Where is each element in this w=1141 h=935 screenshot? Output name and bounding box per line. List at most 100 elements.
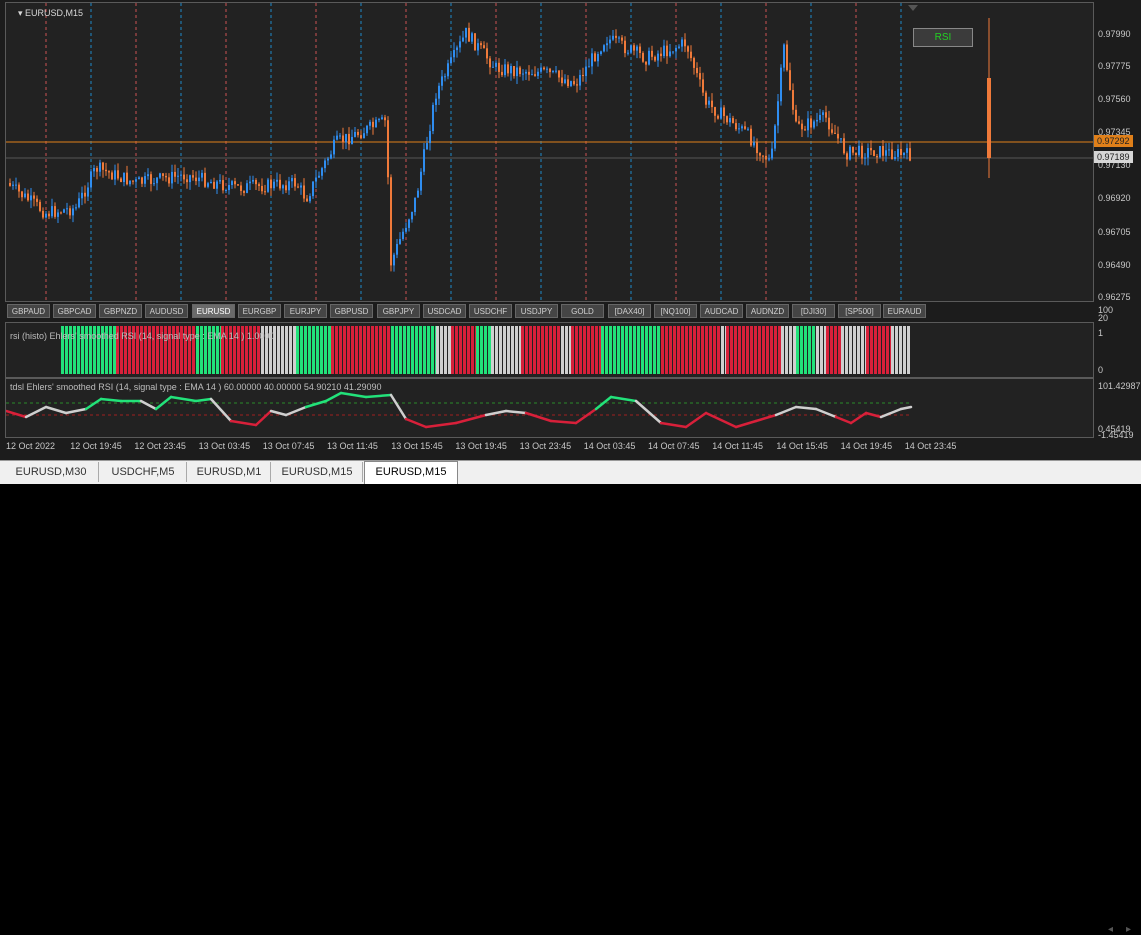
candle-body xyxy=(387,120,389,178)
histogram-bar xyxy=(605,326,608,374)
symbol-button[interactable]: EURGBP xyxy=(238,304,281,318)
candle-body xyxy=(189,175,191,183)
histogram-bar xyxy=(339,326,342,374)
price-chart[interactable] xyxy=(6,3,1093,301)
symbol-button[interactable]: [SP500] xyxy=(838,304,881,318)
price-axis-label: 0.97990 xyxy=(1098,29,1131,39)
candle-body xyxy=(615,35,617,38)
candle-body xyxy=(27,193,29,201)
histogram-bar xyxy=(261,326,264,374)
symbol-button[interactable]: [DJI30] xyxy=(792,304,835,318)
rsi-line-segment xyxy=(84,397,103,411)
histogram-bar xyxy=(109,326,112,374)
candle-body xyxy=(129,180,131,185)
rsi-button[interactable]: RSI xyxy=(913,28,973,47)
candle-body xyxy=(24,193,26,198)
candle-body xyxy=(390,177,392,266)
rsi-line-segment xyxy=(754,413,778,423)
symbol-button[interactable]: USDCAD xyxy=(423,304,466,318)
candle-body xyxy=(708,100,710,105)
symbol-button[interactable]: USDJPY xyxy=(515,304,558,318)
candle-body xyxy=(642,52,644,62)
histogram-bar xyxy=(853,326,856,374)
tab-scroll-right-icon[interactable]: ▸ xyxy=(1126,924,1132,935)
symbol-button[interactable]: GBPJPY xyxy=(377,304,420,318)
candle-body xyxy=(453,50,455,58)
price-axis-label: 0.96705 xyxy=(1098,227,1131,237)
histogram-bar xyxy=(685,326,688,374)
candle-body xyxy=(864,157,866,159)
histogram-bar xyxy=(491,326,494,374)
candle-body xyxy=(291,178,293,182)
histogram-bar xyxy=(800,326,803,374)
candle-body xyxy=(471,33,473,42)
rsi-histogram-pane[interactable]: rsi (histo) Ehlers' smoothed RSI (14, si… xyxy=(5,322,1094,378)
candle-body xyxy=(411,211,413,220)
symbol-button[interactable]: [DAX40] xyxy=(608,304,651,318)
symbol-button[interactable]: USDCHF xyxy=(469,304,512,318)
rsi-line-segment xyxy=(879,407,903,419)
chart-tab[interactable]: USDCHF,M5 xyxy=(100,462,187,482)
price-pane[interactable]: ▾ EURUSD,M15 RSI xyxy=(5,2,1094,302)
symbol-button[interactable]: AUDCAD xyxy=(700,304,743,318)
candle-body xyxy=(777,101,779,126)
candle-body xyxy=(408,219,410,228)
candle-body xyxy=(525,71,527,74)
chart-tab[interactable]: EURUSD,M15 xyxy=(364,461,458,484)
symbol-button[interactable]: GOLD xyxy=(561,304,604,318)
candle-body xyxy=(36,198,38,202)
histogram-bar xyxy=(328,326,331,374)
symbol-button[interactable]: AUDUSD xyxy=(145,304,188,318)
histogram-bar xyxy=(269,326,272,374)
candle-body xyxy=(267,179,269,192)
candle-body xyxy=(741,126,743,129)
rsi-line-pane[interactable]: tdsl Ehlers' smoothed RSI (14, signal ty… xyxy=(5,378,1094,438)
histogram-bar xyxy=(804,326,807,374)
rsi-line-segment xyxy=(454,413,488,425)
rsi-line-segment xyxy=(849,411,868,425)
symbol-button[interactable]: [NQ100] xyxy=(654,304,697,318)
candle-body xyxy=(150,174,152,184)
candle-body xyxy=(636,46,638,51)
tab-scroll-left-icon[interactable]: ◂ xyxy=(1108,924,1114,935)
symbol-button[interactable]: GBPUSD xyxy=(330,304,373,318)
candle-body xyxy=(855,152,857,156)
histogram-bar xyxy=(830,326,833,374)
symbol-button[interactable]: AUDNZD xyxy=(746,304,789,318)
candle-body xyxy=(822,112,824,115)
candle-body xyxy=(462,37,464,42)
rsi-line-segment xyxy=(814,407,838,419)
candle-body xyxy=(657,53,659,61)
candle-body xyxy=(861,145,863,159)
rsi-line-segment xyxy=(634,399,663,425)
symbol-button[interactable]: EURJPY xyxy=(284,304,327,318)
symbol-button[interactable]: EURUSD xyxy=(192,304,235,318)
chart-tab[interactable]: EURUSD,M1 xyxy=(188,462,271,482)
chart-tab[interactable]: EURUSD,M30 xyxy=(4,462,99,482)
symbol-button[interactable]: EURAUD xyxy=(883,304,926,318)
candle-body xyxy=(90,171,92,188)
chart-window[interactable]: ▾ EURUSD,M15 RSI 0.97990 0.97775 0.97560 0.… xyxy=(0,0,1141,460)
chart-title-text: EURUSD,M15 xyxy=(25,8,84,18)
candle-body xyxy=(522,73,524,75)
time-axis-label: 13 Oct 23:45 xyxy=(519,441,572,451)
histogram-bar xyxy=(196,326,199,374)
histogram-bar xyxy=(785,326,788,374)
candle-body xyxy=(558,70,560,78)
candle-body xyxy=(900,148,902,156)
chart-symbol-title: ▾ EURUSD,M15 xyxy=(18,8,83,19)
candle-body xyxy=(375,119,377,128)
candle-body xyxy=(720,107,722,119)
candle-body xyxy=(135,179,137,182)
rsi-line-segment xyxy=(389,393,408,421)
candle-body xyxy=(879,145,881,158)
candle-body xyxy=(78,198,80,208)
chart-tab[interactable]: EURUSD,M15 xyxy=(272,462,363,482)
candle-body xyxy=(438,85,440,99)
symbol-button[interactable]: GBPAUD xyxy=(7,304,50,318)
chart-menu-icon[interactable]: ▾ xyxy=(18,8,23,18)
candle-body xyxy=(303,185,305,199)
symbol-button[interactable]: GBPNZD xyxy=(99,304,142,318)
histogram-bar xyxy=(233,326,236,374)
symbol-button[interactable]: GBPCAD xyxy=(53,304,96,318)
